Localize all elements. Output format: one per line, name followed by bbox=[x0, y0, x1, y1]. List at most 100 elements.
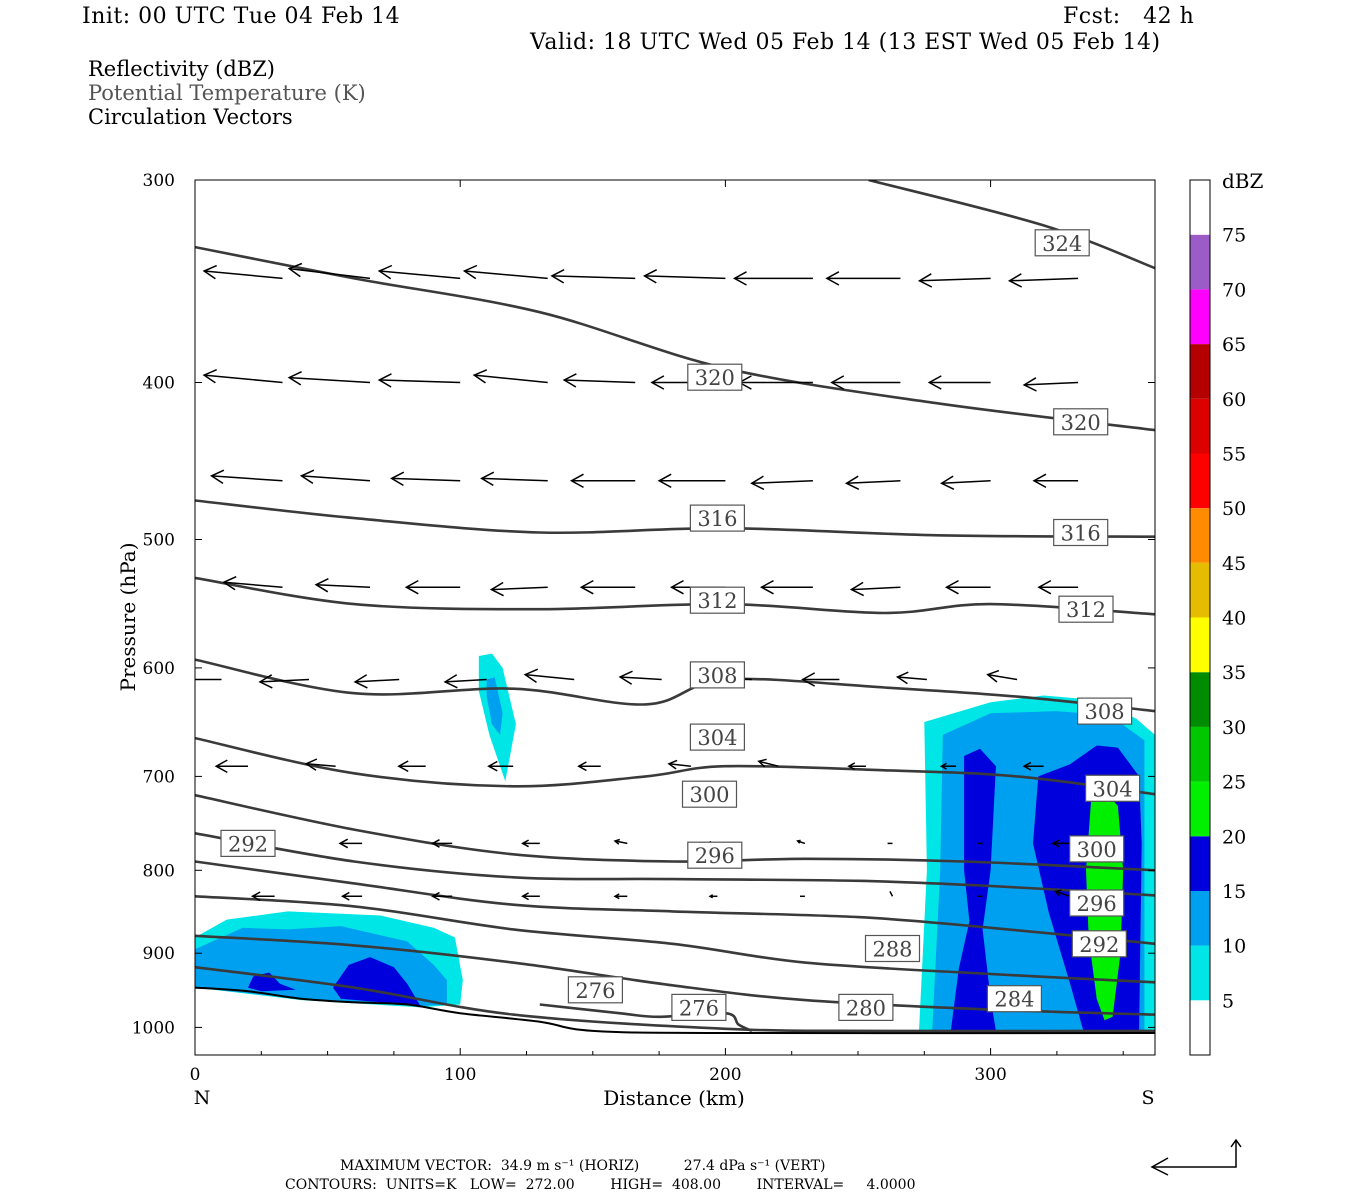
circulation-vector bbox=[562, 373, 636, 388]
colorbar-level-label: 25 bbox=[1222, 772, 1246, 794]
circulation-vector bbox=[579, 579, 636, 595]
contour-label-box bbox=[864, 934, 921, 963]
circulation-vector bbox=[927, 375, 991, 390]
vector-arrowhead bbox=[562, 373, 577, 388]
contour-label-box bbox=[1076, 697, 1133, 725]
y-tick-label: 600 bbox=[143, 659, 175, 679]
vector-arrowhead bbox=[180, 673, 192, 686]
vector-shaft bbox=[445, 678, 487, 683]
colorbar-level-label: 20 bbox=[1222, 826, 1246, 848]
circulation-vector bbox=[759, 579, 813, 595]
circulation-vector bbox=[757, 758, 779, 768]
y-tick-label: 900 bbox=[143, 944, 175, 964]
vector-shaft bbox=[644, 275, 726, 280]
valid-time: Valid: 18 UTC Wed 05 Feb 14 (13 EST Wed … bbox=[530, 30, 1161, 55]
circulation-vector bbox=[222, 576, 283, 591]
vector-arrowhead bbox=[642, 269, 658, 284]
vector-shaft bbox=[195, 586, 196, 588]
vector-arrowhead bbox=[550, 269, 565, 284]
vector-shaft bbox=[491, 586, 548, 591]
circulation-vector bbox=[122, 270, 196, 283]
contour-label: 304 bbox=[689, 723, 746, 751]
vector-shaft bbox=[1024, 381, 1079, 386]
circulation-vector bbox=[613, 838, 628, 845]
vector-arrowhead bbox=[657, 473, 672, 489]
circulation-vector bbox=[642, 269, 726, 284]
vector-arrowhead bbox=[830, 375, 845, 390]
circulation-vector bbox=[431, 839, 453, 848]
axes: 300 400 500 600 700 800 900 1000 0 100 200 300 bbox=[132, 171, 1155, 1085]
contour-label: 292 bbox=[1071, 930, 1127, 958]
circulation-vector bbox=[180, 673, 222, 686]
contour-label-text: 308 bbox=[697, 664, 737, 688]
circulation-vector bbox=[195, 586, 196, 588]
contour-label: 308 bbox=[689, 661, 746, 689]
max-vector-info: MAXIMUM VECTOR: 34.9 m s⁻¹ (HORIZ) 27.4 … bbox=[340, 1158, 826, 1174]
vector-arrowhead bbox=[940, 475, 955, 490]
theta-contour-292 bbox=[195, 860, 1155, 946]
contour-label-box bbox=[1053, 518, 1109, 547]
vector-shaft bbox=[851, 586, 901, 591]
contour-label-text: 296 bbox=[1077, 892, 1117, 916]
vector-arrowhead bbox=[122, 472, 134, 485]
vector-arrowhead bbox=[314, 578, 329, 593]
vector-arrowhead bbox=[523, 668, 539, 684]
vector-arrowhead bbox=[844, 475, 860, 490]
contour-label-box bbox=[220, 829, 276, 858]
vector-arrowhead bbox=[750, 475, 765, 491]
vector-shaft bbox=[379, 379, 461, 384]
vector-arrowhead bbox=[1032, 473, 1047, 489]
circulation-vector bbox=[214, 759, 248, 774]
contour-label-text: 292 bbox=[228, 832, 268, 856]
terrain-line bbox=[195, 986, 1155, 1035]
vector-arrowhead bbox=[487, 760, 498, 772]
circulation-vector bbox=[314, 578, 371, 593]
vector-shaft bbox=[204, 270, 283, 280]
colorbar-bin bbox=[1190, 672, 1210, 727]
circulation-vector bbox=[1022, 377, 1079, 392]
vector-arrowhead bbox=[986, 669, 1000, 683]
contour-label-text: 300 bbox=[1077, 838, 1117, 862]
vector-shaft bbox=[941, 480, 991, 485]
y-tick-label: 400 bbox=[143, 374, 175, 394]
contour-label-box bbox=[689, 504, 746, 532]
vector-arrowhead bbox=[577, 761, 587, 772]
colorbar-level-label: 55 bbox=[1222, 443, 1246, 465]
vector-arrowhead bbox=[847, 762, 856, 771]
circulation-vector bbox=[577, 761, 601, 772]
vector-arrowhead bbox=[377, 264, 393, 280]
vector-shaft bbox=[301, 475, 371, 482]
circulation-vector bbox=[750, 475, 813, 491]
colorbar-level-label: 50 bbox=[1222, 498, 1246, 520]
vector-arrowhead bbox=[390, 471, 405, 487]
plot-frame bbox=[194, 179, 1156, 1056]
colorbar-level-label: 30 bbox=[1222, 717, 1246, 739]
vector-arrowhead bbox=[122, 270, 134, 283]
contour-label-box bbox=[567, 976, 624, 1004]
theta-contour-320 bbox=[195, 245, 1155, 432]
contour-label: 320 bbox=[1053, 408, 1109, 436]
contour-label-box bbox=[671, 993, 727, 1022]
vector-arrowhead bbox=[1053, 889, 1062, 897]
colorbar-bin bbox=[1190, 781, 1210, 837]
circulation-vector bbox=[487, 760, 514, 772]
colorbar-level-label: 70 bbox=[1222, 279, 1246, 301]
contour-label-box bbox=[1069, 835, 1125, 863]
vector-arrowhead bbox=[796, 839, 801, 844]
circulation-vector bbox=[338, 838, 363, 849]
contour-label-box bbox=[689, 723, 746, 751]
vector-arrowhead bbox=[209, 469, 225, 485]
field-theta-label: Potential Temperature (K) bbox=[88, 81, 366, 105]
circulation-vector bbox=[472, 369, 548, 384]
circulation-vector bbox=[202, 369, 283, 384]
contour-label-text: 284 bbox=[994, 988, 1034, 1012]
vector-shaft bbox=[758, 760, 779, 767]
colorbar-bin bbox=[1190, 945, 1210, 1001]
vector-arrowhead bbox=[377, 373, 392, 388]
contour-label: 316 bbox=[689, 504, 746, 532]
circulation-vector bbox=[618, 670, 662, 685]
vector-shaft bbox=[289, 267, 371, 280]
vector-arrowhead bbox=[287, 371, 302, 386]
contour-label-text: 276 bbox=[575, 979, 615, 1003]
